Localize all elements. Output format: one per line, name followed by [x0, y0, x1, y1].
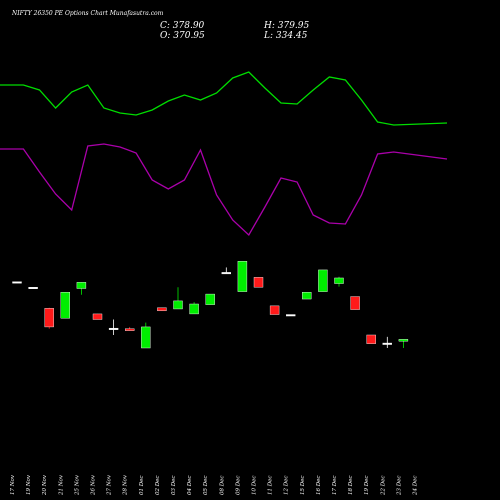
- x-tick-label: 22 Dec: [380, 476, 386, 497]
- candle: [92, 313, 103, 320]
- candle-body: [253, 277, 264, 288]
- x-tick-label: 08 Dec: [219, 476, 225, 496]
- x-tick-label: 09 Dec: [235, 476, 241, 496]
- candle-body: [28, 287, 38, 289]
- candle-body: [302, 292, 312, 300]
- candle: [286, 314, 296, 317]
- candle-body: [189, 303, 199, 315]
- candle: [124, 326, 135, 331]
- candle-body: [221, 272, 232, 275]
- candle: [157, 307, 167, 312]
- candle: [205, 293, 215, 305]
- low-readout: L: 334.45: [263, 31, 308, 41]
- candle-body: [237, 261, 248, 292]
- x-tick-label: 03 Dec: [171, 476, 177, 496]
- x-tick-label: 12 Dec: [284, 476, 290, 496]
- candle: [350, 296, 360, 310]
- x-tick-label: 02 Dec: [155, 476, 161, 496]
- candle: [269, 305, 280, 315]
- x-tick-label: 26 Nov: [91, 474, 97, 496]
- candle: [60, 292, 70, 319]
- x-tick-label: 28 Nov: [123, 474, 129, 496]
- candle: [221, 267, 232, 275]
- x-tick-label: 19 Dec: [364, 476, 370, 496]
- candle: [76, 282, 87, 295]
- candle-body: [350, 296, 360, 310]
- candle-body: [318, 269, 328, 292]
- candle-body: [205, 293, 215, 305]
- candle: [334, 276, 344, 287]
- candle: [318, 269, 328, 292]
- candle: [253, 277, 264, 288]
- x-tick-label: 17 Nov: [10, 474, 16, 495]
- candle: [28, 287, 38, 289]
- x-tick-label: 05 Dec: [203, 476, 209, 496]
- x-axis: 17 Nov 19 Nov 20 Nov 21 Nov 25 Nov 26 Nov 27 N…: [10, 474, 419, 496]
- candle-body: [157, 307, 167, 312]
- close-readout: C: 378.90: [160, 21, 205, 31]
- candle: [302, 292, 312, 300]
- candle: [173, 287, 183, 310]
- candle-body: [76, 282, 87, 289]
- chart-title: NIFTY 26350 PE Options Chart Munafasutra…: [11, 10, 164, 17]
- candle-body: [286, 314, 296, 317]
- candle-body: [398, 339, 409, 342]
- x-tick-label: 23 Dec: [396, 476, 402, 497]
- high-readout: H: 379.95: [263, 21, 310, 31]
- candles: [12, 261, 409, 349]
- x-tick-label: 24 Dec: [413, 476, 419, 497]
- x-tick-label: 10 Dec: [252, 476, 258, 496]
- candle-body: [12, 281, 22, 284]
- open-readout: O: 370.95: [160, 31, 205, 41]
- x-tick-label: 16 Dec: [316, 476, 322, 496]
- x-tick-label: 27 Nov: [107, 474, 113, 496]
- candle: [398, 339, 409, 348]
- x-tick-label: 01 Dec: [139, 476, 145, 496]
- candle-body: [269, 305, 280, 315]
- indicator-line-2: [0, 143, 448, 237]
- x-tick-label: 17 Dec: [332, 476, 338, 496]
- candle: [382, 336, 392, 348]
- candle: [141, 322, 151, 349]
- candle-body: [108, 327, 119, 330]
- candle: [12, 281, 22, 284]
- x-tick-label: 11 Dec: [268, 476, 274, 496]
- candle-body: [366, 334, 376, 344]
- x-tick-label: 19 Nov: [26, 474, 32, 495]
- x-tick-label: 20 Nov: [42, 474, 48, 496]
- x-tick-label: 04 Dec: [187, 476, 193, 496]
- candle: [366, 334, 376, 344]
- candle: [237, 261, 248, 292]
- candle-body: [173, 300, 183, 310]
- candle-body: [44, 308, 54, 328]
- candle-body: [124, 328, 135, 331]
- candle: [44, 307, 54, 329]
- x-tick-label: 25 Nov: [74, 474, 80, 496]
- candle: [108, 319, 119, 335]
- candle-body: [382, 342, 392, 345]
- x-tick-label: 21 Nov: [58, 474, 64, 496]
- x-tick-label: 18 Dec: [348, 476, 354, 496]
- candle: [189, 302, 199, 315]
- candle-body: [141, 326, 151, 349]
- indicator-line-1: [0, 71, 448, 126]
- candle-body: [60, 292, 70, 319]
- x-tick-label: 15 Dec: [300, 476, 306, 496]
- candle-body: [92, 313, 103, 320]
- indicator-lines: [0, 71, 448, 237]
- candle-body: [334, 277, 344, 284]
